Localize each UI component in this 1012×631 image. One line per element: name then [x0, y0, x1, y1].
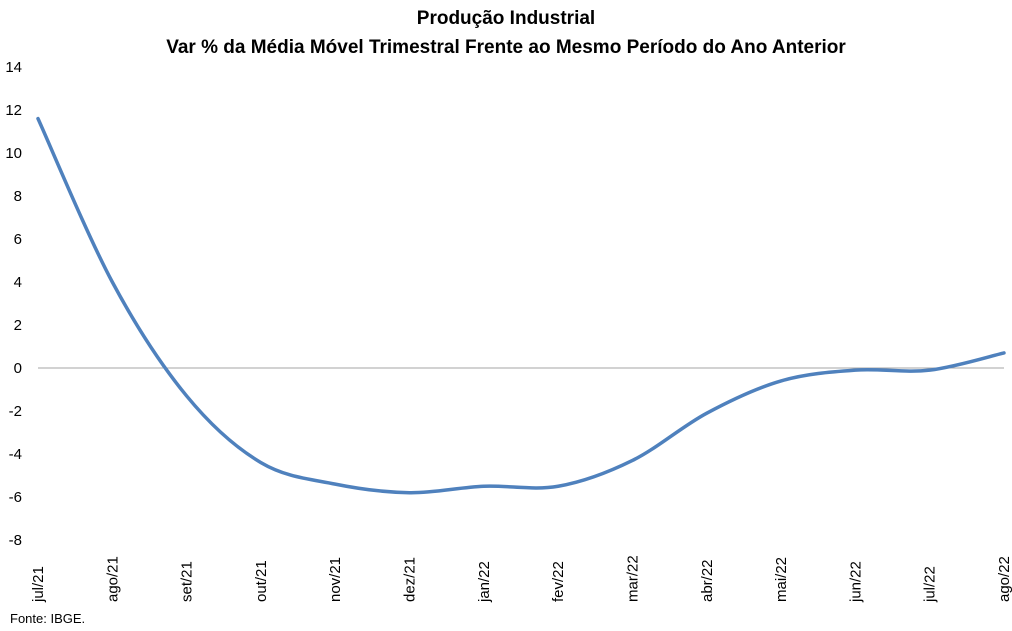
x-tick-label: ago/21	[104, 556, 121, 602]
x-tick-label: set/21	[179, 561, 196, 602]
y-tick-label: 6	[14, 231, 22, 248]
y-tick-label: -6	[9, 489, 22, 506]
y-tick-label: 10	[5, 145, 22, 162]
chart-subtitle: Var % da Média Móvel Trimestral Frente a…	[166, 37, 846, 58]
y-tick-label: -8	[9, 532, 22, 549]
y-tick-label: 4	[14, 274, 22, 291]
chart-title: Produção Industrial	[416, 8, 596, 29]
x-tick-label: ago/22	[996, 556, 1012, 602]
x-tick-label: mai/22	[773, 557, 790, 602]
x-tick-label: dez/21	[402, 557, 419, 602]
y-tick-label: 12	[5, 102, 22, 119]
x-tick-label: fev/22	[550, 561, 567, 602]
x-tick-label: jan/22	[476, 561, 493, 603]
series-line	[36, 116, 1006, 495]
y-tick-label: -2	[9, 403, 22, 420]
x-tick-label: nov/21	[327, 557, 344, 602]
y-tick-label: 8	[14, 188, 22, 205]
x-tick-label: jun/22	[847, 561, 864, 603]
x-tick-label: jul/21	[30, 566, 47, 603]
y-tick-label: 2	[14, 317, 22, 334]
y-tick-label: -4	[9, 446, 22, 463]
y-tick-label: 0	[14, 360, 22, 377]
source-note: Fonte: IBGE.	[10, 611, 86, 626]
x-tick-label: jul/22	[922, 566, 939, 603]
x-tick-label: out/21	[253, 560, 270, 602]
x-tick-label: mar/22	[624, 555, 641, 602]
x-tick-label: abr/22	[699, 559, 716, 602]
y-tick-label: 14	[5, 59, 22, 76]
